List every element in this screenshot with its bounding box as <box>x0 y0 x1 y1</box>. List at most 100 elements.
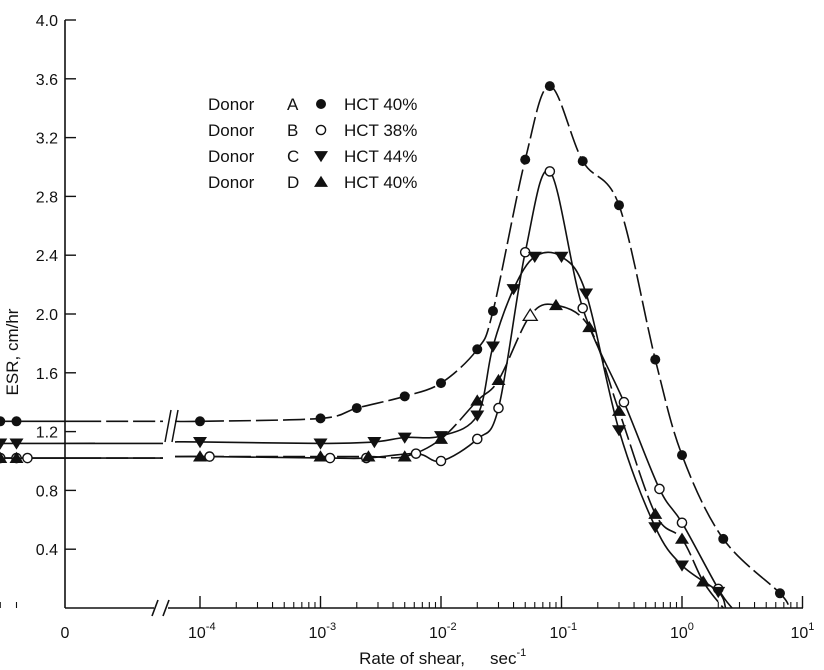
series-d-point <box>696 575 711 587</box>
series-b-point <box>676 517 688 529</box>
series-c-point <box>554 251 569 263</box>
series-a-point <box>472 344 483 355</box>
series-b-point <box>435 455 447 467</box>
series-d-point <box>491 373 506 386</box>
series-b-point <box>654 483 665 495</box>
x-axis-unit: sec-1 <box>490 647 526 668</box>
y-tick-label: 3.6 <box>36 72 58 89</box>
x-tick-base: 10 <box>791 625 809 642</box>
series-d-point <box>434 432 448 444</box>
x-tick-label: 100 <box>670 621 694 642</box>
legend-marker <box>314 151 328 163</box>
series-c-point <box>9 438 24 450</box>
series-d-point <box>0 451 8 463</box>
x-tick-label-zero: 0 <box>61 625 70 642</box>
legend-hct-label: HCT 40% <box>344 173 417 192</box>
series-a-point <box>650 354 661 365</box>
y-tick-label: 2.0 <box>36 307 58 324</box>
x-axis-unit-base: sec <box>490 649 517 668</box>
legend-donor-letter: A <box>287 95 299 114</box>
series-b-point <box>324 452 336 464</box>
legend-donor-label: Donor <box>208 95 255 114</box>
y-tick-label: 2.4 <box>36 248 58 265</box>
series-b-point <box>471 433 483 445</box>
plot-break <box>164 409 179 443</box>
legend-marker <box>315 124 327 136</box>
series-b-point <box>204 451 215 462</box>
series-b-line <box>174 169 733 609</box>
series-c-point <box>193 436 207 449</box>
x-tick-exp: 1 <box>808 621 814 633</box>
series-d-line <box>174 303 724 609</box>
series-d-point <box>522 307 539 322</box>
x-axis-label: Rate of shear, <box>359 649 465 668</box>
series-d-point <box>648 507 663 519</box>
legend-donor-label: Donor <box>208 173 255 192</box>
series-c-point <box>675 560 689 572</box>
y-tick-label: 0.4 <box>36 542 58 559</box>
series-c-point <box>527 251 542 263</box>
x-tick-exp: -2 <box>447 621 457 633</box>
x-tick-label: 10-2 <box>429 621 457 642</box>
series-d-point <box>361 450 376 462</box>
x-tick-exp: -1 <box>567 621 577 633</box>
series-c-point <box>485 341 500 353</box>
legend-hct-label: HCT 40% <box>344 95 417 114</box>
x-tick-base: 10 <box>429 625 447 642</box>
x-tick-label: 101 <box>791 621 815 642</box>
x-tick-base: 10 <box>670 625 688 642</box>
series-d-point <box>582 320 597 333</box>
x-axis-break <box>151 599 170 617</box>
x-tick-label: 10-1 <box>550 621 578 642</box>
x-tick-label: 10-3 <box>309 621 337 642</box>
series-d-point <box>675 532 689 544</box>
tick-labels: 4.03.63.22.82.42.01.61.20.80.40 10-4 10-3 1… <box>36 13 815 642</box>
series-markers <box>0 81 785 599</box>
x-axis-unit-exp: -1 <box>516 647 526 659</box>
x-tick-base: 10 <box>188 625 206 642</box>
legend-marker <box>314 175 328 187</box>
series-c-point <box>648 522 663 534</box>
series-a-point <box>613 200 624 211</box>
legend-entry-c: Donor C HCT 44% <box>208 147 417 166</box>
series-c-point <box>579 288 594 300</box>
x-tick-base: 10 <box>550 625 568 642</box>
series-b-point <box>493 402 504 414</box>
series-a-point <box>544 81 555 92</box>
series-b-point <box>618 396 630 408</box>
x-tick-exp: 0 <box>688 621 694 633</box>
series-d-point <box>470 394 485 406</box>
series-a-point <box>315 413 326 424</box>
series-d-point <box>9 451 24 463</box>
series-a-point <box>351 403 362 414</box>
series-d-point <box>193 450 207 462</box>
series-a-point <box>577 156 588 167</box>
legend-donor-letter: B <box>287 121 298 140</box>
series-a-point <box>0 416 6 427</box>
legend-entry-a: Donor A HCT 40% <box>208 95 417 114</box>
legend-donor-label: Donor <box>208 147 255 166</box>
legend: Donor A HCT 40%Donor B HCT 38%Donor C HCT 44%D… <box>208 95 417 192</box>
series-a-point <box>399 391 410 402</box>
series-c-point <box>367 436 382 449</box>
series-a-point <box>195 416 205 427</box>
series-a-point <box>520 154 531 165</box>
series-c-point <box>506 284 521 296</box>
series-a-point <box>487 306 498 317</box>
series-a-point <box>436 378 446 389</box>
series-a-line <box>174 85 790 609</box>
x-tick-exp: -3 <box>326 621 336 633</box>
series-b-point <box>544 166 556 177</box>
series-d-point <box>397 450 412 462</box>
legend-hct-label: HCT 38% <box>344 121 417 140</box>
legend-entry-b: Donor B HCT 38% <box>208 121 417 140</box>
y-tick-label: 1.6 <box>36 366 58 383</box>
x-tick-exp: -4 <box>206 621 216 633</box>
legend-marker <box>316 99 326 109</box>
series-b-point <box>410 448 422 459</box>
y-tick-label: 2.8 <box>36 189 58 206</box>
series-d-point <box>611 404 626 416</box>
y-tick-label: 0.8 <box>36 483 58 500</box>
series-c-point <box>313 438 328 450</box>
